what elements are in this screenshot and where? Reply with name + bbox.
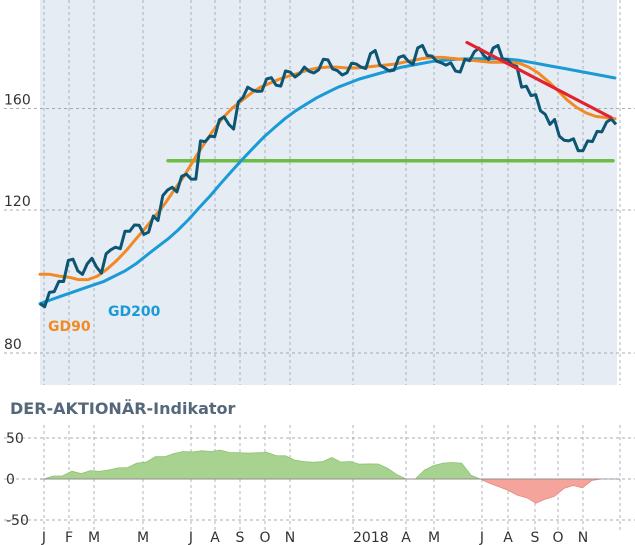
x-tick-label: M	[428, 530, 440, 545]
x-tick-label: J	[479, 530, 484, 545]
x-tick-label: N	[285, 530, 295, 545]
y-tick-label: 160	[4, 93, 31, 109]
y-tick-label: -50	[6, 513, 29, 529]
plot-background	[40, 0, 617, 385]
x-tick-label: O	[259, 530, 270, 545]
x-tick-label: S	[531, 530, 540, 545]
x-tick-label: A	[401, 530, 411, 545]
y-tick-label: 120	[4, 194, 31, 210]
x-tick-label: A	[210, 530, 220, 545]
indicator-title: DER-AKTIONÄR-Indikator	[10, 399, 236, 418]
gd200-label: GD200	[108, 304, 161, 320]
y-tick-label: 80	[4, 337, 22, 353]
downtrend-line	[465, 40, 613, 120]
x-tick-label: S	[236, 530, 245, 545]
price-chart-panel: 80 120 160 GD90 GD200	[4, 0, 635, 385]
gd200-line	[38, 57, 617, 306]
x-tick-label: 2018	[353, 530, 389, 545]
indicator-chart-panel: 500-50J F M M J A S O N 2018 A M J A S O N	[4, 425, 635, 545]
x-tick-label: J	[188, 530, 193, 545]
x-tick-label: O	[552, 530, 563, 545]
x-tick-label: M	[88, 530, 100, 545]
x-tick-label: J	[41, 530, 46, 545]
x-tick-label: A	[503, 530, 513, 545]
x-tick-label: M	[137, 530, 149, 545]
y-tick-label: 0	[6, 472, 15, 488]
x-tick-label: N	[578, 530, 588, 545]
gd90-label: GD90	[48, 319, 91, 335]
gd90-line	[38, 55, 617, 282]
y-tick-label: 50	[6, 431, 24, 447]
price-line	[39, 43, 618, 309]
x-tick-label: F	[65, 530, 73, 545]
